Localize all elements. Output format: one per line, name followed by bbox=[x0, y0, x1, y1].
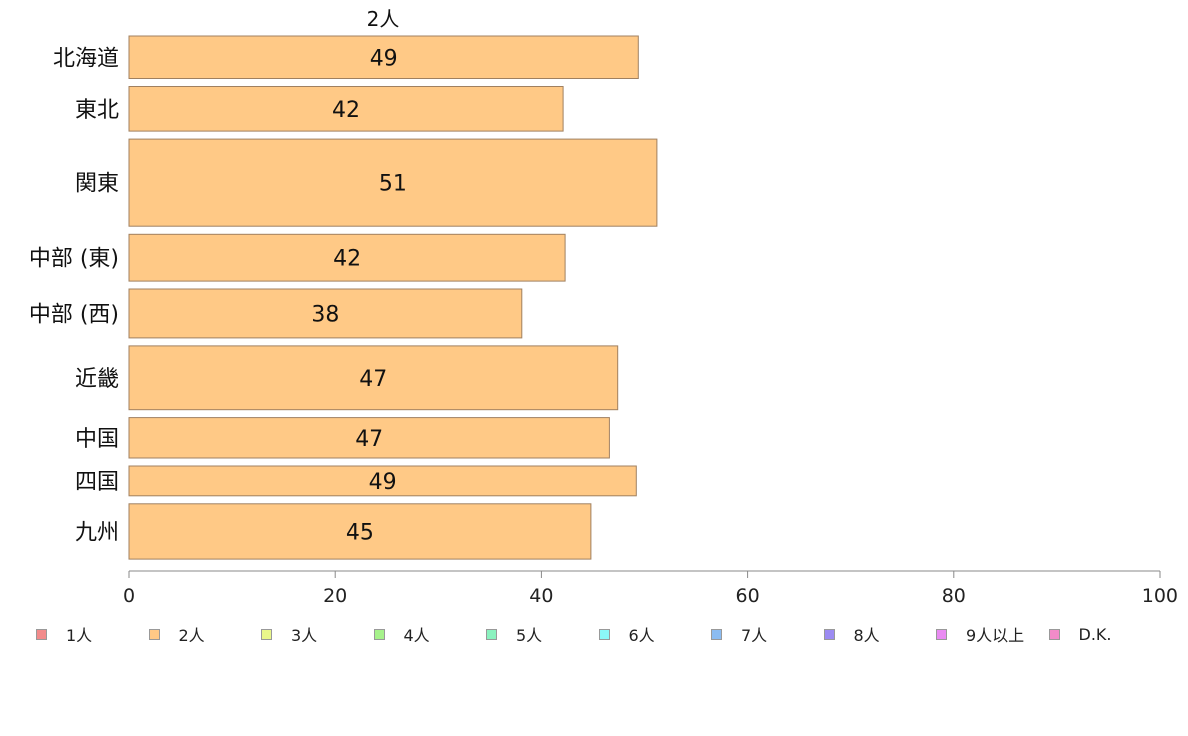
x-tick-label-0: 0 bbox=[123, 585, 135, 607]
x-tick-label-1: 20 bbox=[323, 585, 347, 607]
bars-layer: 49 北海道 42 東北 51 関東 42 中部 (東) 38 中部 (西) 47 近畿 47 中国 49 四… bbox=[29, 35, 658, 560]
legend-swatch-0 bbox=[36, 628, 47, 640]
x-axis: 0 20 40 60 80 100 bbox=[123, 570, 1178, 607]
data-label-7: 49 bbox=[369, 470, 397, 495]
x-tick-label-4: 80 bbox=[942, 585, 966, 607]
x-tick-label-5: 100 bbox=[1142, 585, 1178, 607]
legend-item-6: 7人 bbox=[711, 624, 768, 645]
legend-label-1: 2人 bbox=[178, 626, 205, 645]
data-label-8: 45 bbox=[346, 520, 374, 545]
legend-item-0: 1人 bbox=[36, 624, 93, 645]
category-label-8: 九州 bbox=[75, 520, 119, 545]
legend-swatch-9 bbox=[1048, 628, 1060, 640]
data-label-0: 49 bbox=[370, 46, 398, 71]
legend-label-6: 7人 bbox=[741, 626, 768, 645]
legend-label-9: D.K. bbox=[1078, 624, 1112, 644]
x-tick-label-2: 40 bbox=[529, 585, 553, 607]
category-label-7: 四国 bbox=[75, 470, 119, 495]
legend-label-3: 4人 bbox=[403, 626, 430, 645]
legend-label-4: 5人 bbox=[516, 626, 543, 645]
x-tick-label-3: 60 bbox=[736, 585, 760, 607]
legend-item-3: 4人 bbox=[373, 624, 430, 645]
category-label-0: 北海道 bbox=[53, 46, 119, 71]
data-label-2: 51 bbox=[379, 172, 407, 197]
legend-label-7: 8人 bbox=[853, 626, 880, 645]
data-label-3: 42 bbox=[333, 247, 361, 272]
legend-label-5: 6人 bbox=[628, 626, 655, 645]
category-label-1: 東北 bbox=[75, 98, 119, 123]
bar-5 bbox=[128, 345, 619, 411]
legend-item-7: 8人 bbox=[823, 624, 880, 645]
legend-swatch-3 bbox=[373, 628, 385, 640]
bar-3 bbox=[128, 233, 566, 282]
category-label-6: 中国 bbox=[75, 427, 119, 452]
chart-title: 2人 bbox=[367, 7, 400, 31]
legend-swatch-5 bbox=[598, 628, 610, 640]
bar-1 bbox=[128, 86, 564, 132]
category-label-2: 関東 bbox=[75, 172, 119, 197]
legend-swatch-2 bbox=[261, 628, 272, 640]
legend-item-1: 2人 bbox=[148, 624, 205, 645]
legend-label-2: 3人 bbox=[291, 626, 318, 645]
data-label-6: 47 bbox=[355, 427, 383, 452]
category-label-4: 中部 (西) bbox=[29, 302, 119, 327]
data-label-5: 47 bbox=[359, 367, 387, 392]
legend-swatch-1 bbox=[148, 628, 160, 640]
bar-6 bbox=[128, 417, 610, 459]
category-label-5: 近畿 bbox=[75, 367, 119, 392]
legend-label-0: 1人 bbox=[66, 626, 93, 645]
legend-item-9: D.K. bbox=[1048, 624, 1112, 644]
category-label-3: 中部 (東) bbox=[29, 247, 119, 272]
bar-0 bbox=[128, 35, 639, 79]
legend-item-5: 6人 bbox=[598, 624, 655, 645]
bar-7 bbox=[128, 465, 637, 497]
bar-8 bbox=[128, 503, 592, 560]
legend-item-8: 9人以上 bbox=[936, 624, 1025, 645]
legend: 1人 2人 3人 4人 5人 6人 7人 8人 9人以上 D.K. bbox=[36, 624, 1156, 645]
data-label-4: 38 bbox=[311, 302, 339, 327]
legend-swatch-4 bbox=[486, 628, 497, 640]
data-label-1: 42 bbox=[332, 98, 360, 123]
bar-2 bbox=[128, 138, 658, 227]
legend-swatch-6 bbox=[711, 628, 722, 640]
legend-item-4: 5人 bbox=[486, 624, 543, 645]
legend-label-8: 9人以上 bbox=[966, 626, 1025, 645]
bar-4 bbox=[128, 288, 523, 339]
legend-swatch-8 bbox=[936, 628, 947, 640]
legend-item-2: 3人 bbox=[261, 624, 318, 645]
legend-swatch-7 bbox=[823, 628, 835, 640]
